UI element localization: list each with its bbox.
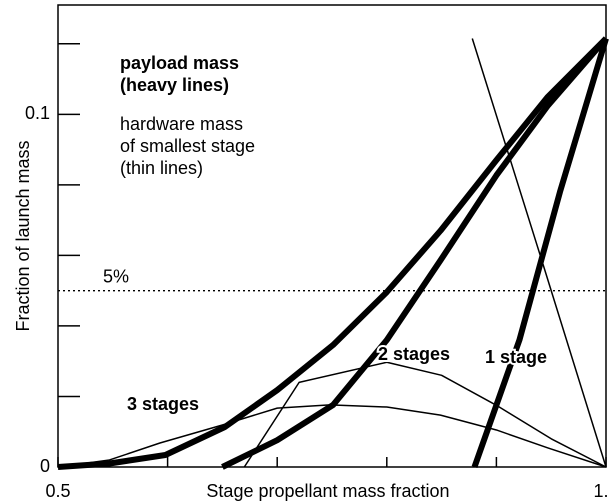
annotation: (heavy lines): [120, 75, 229, 95]
annotation: of smallest stage: [120, 136, 255, 156]
annotation: (thin lines): [120, 158, 203, 178]
series-label: 1 stage: [485, 347, 547, 367]
line: [57, 36, 609, 470]
line: [221, 36, 609, 470]
x-tick-label: 1.0: [593, 481, 609, 501]
y-axis-label: Fraction of launch mass: [13, 140, 33, 331]
reference-label: 5%: [103, 266, 129, 286]
y-tick-label: 0.1: [25, 103, 50, 123]
x-tick-label: 0.5: [45, 481, 70, 501]
y-tick-label: 0: [40, 456, 50, 476]
series-label: 3 stages: [127, 394, 199, 414]
series-label: 2 stages: [378, 344, 450, 364]
x-axis-label: Stage propellant mass fraction: [206, 481, 449, 501]
line: [243, 361, 607, 468]
plot-frame: [57, 4, 607, 468]
annotation: payload mass: [120, 53, 239, 73]
annotation: hardware mass: [120, 114, 243, 134]
line: [471, 37, 609, 469]
